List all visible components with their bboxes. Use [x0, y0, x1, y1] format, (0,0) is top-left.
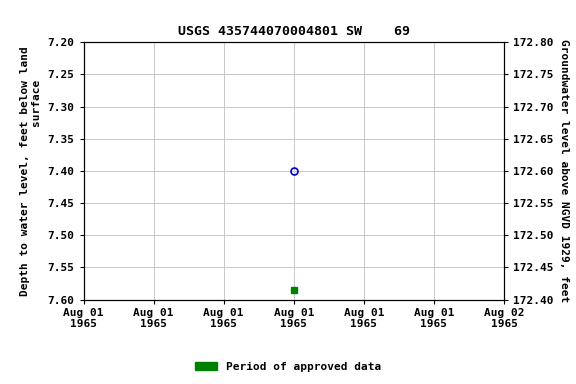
Legend: Period of approved data: Period of approved data	[191, 358, 385, 377]
Y-axis label: Depth to water level, feet below land
                    surface: Depth to water level, feet below land su…	[20, 46, 42, 296]
Title: USGS 435744070004801 SW    69: USGS 435744070004801 SW 69	[178, 25, 410, 38]
Y-axis label: Groundwater level above NGVD 1929, feet: Groundwater level above NGVD 1929, feet	[559, 39, 569, 303]
